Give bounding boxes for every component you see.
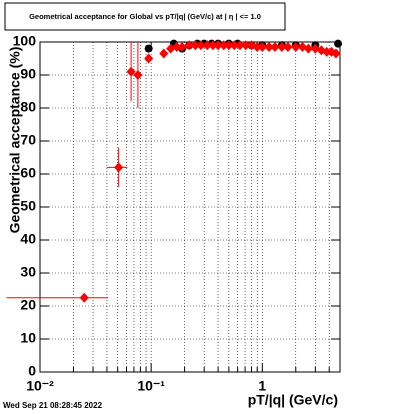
point — [177, 41, 187, 52]
point — [264, 41, 274, 52]
point — [224, 40, 234, 51]
y-tick-label: 20 — [20, 297, 36, 313]
point — [190, 40, 200, 51]
point — [235, 40, 245, 51]
y-tick-label: 90 — [20, 66, 36, 82]
point — [219, 40, 229, 51]
x-axis-label: pT/|q| (GeV/c) — [248, 392, 338, 408]
y-tick-label: 60 — [20, 165, 36, 181]
point — [331, 48, 341, 59]
point — [291, 41, 301, 52]
y-axis-label: Geometrical acceptance (%) — [7, 47, 23, 234]
point — [208, 40, 218, 51]
y-tick-label: 10 — [20, 330, 36, 346]
y-tick-label: 100 — [13, 33, 37, 49]
point — [310, 43, 320, 54]
y-tick-label: 0 — [28, 363, 36, 379]
x-tick-label: 1 — [258, 378, 266, 394]
point — [252, 41, 262, 52]
title-box — [4, 2, 286, 31]
point — [79, 292, 89, 303]
y-tick-label: 70 — [20, 132, 36, 148]
x-tick-label: 10⁻¹ — [137, 378, 165, 394]
point — [133, 70, 143, 80]
point — [257, 41, 267, 52]
point — [144, 44, 153, 53]
point — [159, 48, 169, 59]
point — [114, 162, 124, 173]
point — [126, 66, 136, 77]
point — [303, 43, 313, 54]
y-tick-label: 80 — [20, 99, 36, 115]
point — [277, 41, 287, 52]
point — [144, 53, 154, 64]
point — [196, 40, 206, 51]
point — [322, 46, 332, 57]
point — [172, 41, 182, 52]
point — [184, 40, 194, 51]
y-tick-label: 30 — [20, 264, 36, 280]
point — [229, 40, 239, 51]
point — [166, 43, 176, 54]
y-tick-label: 50 — [20, 198, 36, 214]
point — [334, 39, 343, 48]
chart-title: Geometrical acceptance for Global vs pT/… — [29, 12, 261, 21]
point — [213, 40, 223, 51]
y-tick-label: 40 — [20, 231, 36, 247]
point — [202, 40, 212, 51]
point — [270, 41, 280, 52]
footer: Wed Sep 21 08:28:45 2022 — [3, 401, 103, 410]
x-tick-label: 10⁻² — [26, 378, 54, 394]
point — [241, 40, 251, 51]
point — [283, 41, 293, 52]
